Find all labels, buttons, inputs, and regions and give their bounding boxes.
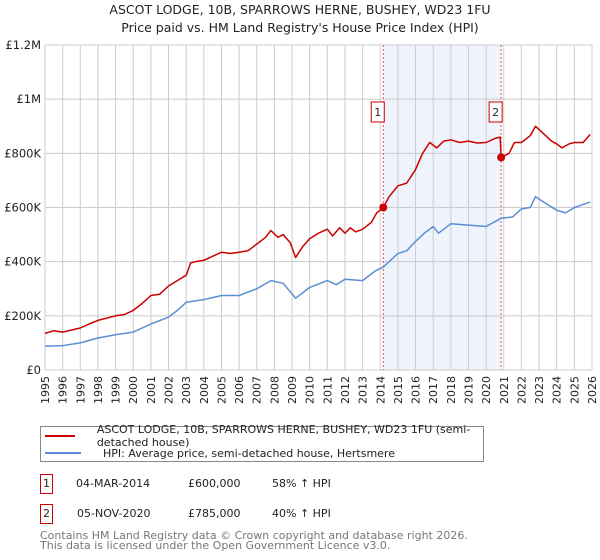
- annotation-number: 1: [374, 106, 381, 119]
- y-tick-label: £200K: [4, 309, 41, 323]
- license-text: This data is licensed under the Open Gov…: [40, 539, 391, 552]
- x-tick-label: 2025: [568, 376, 581, 404]
- x-tick-label: 2003: [180, 376, 193, 404]
- x-tick-label: 2014: [374, 376, 387, 404]
- series-line: [44, 125, 591, 335]
- x-tick-label: 2017: [427, 376, 440, 404]
- y-tick-label: £800K: [4, 146, 41, 160]
- x-tick-label: 2011: [321, 376, 334, 404]
- y-tick-label: £0: [26, 363, 41, 377]
- legend-label: ASCOT LODGE, 10B, SPARROWS HERNE, BUSHEY…: [96, 423, 471, 449]
- x-tick-label: 2004: [198, 376, 211, 404]
- transaction-date: 04-MAR-2014: [76, 477, 151, 490]
- x-tick-label: 2010: [304, 376, 317, 404]
- x-tick-label: 2019: [462, 376, 475, 404]
- annotation-label: 2: [488, 101, 503, 123]
- x-tick-label: 2008: [268, 376, 281, 404]
- annotation-box: [370, 101, 385, 123]
- transaction-price: £600,000: [188, 477, 241, 490]
- x-tick-label: 2020: [480, 376, 493, 404]
- x-tick-label: 2026: [586, 376, 599, 404]
- x-tick-label: 2006: [233, 376, 246, 404]
- chart-title: ASCOT LODGE, 10B, SPARROWS HERNE, BUSHEY…: [109, 2, 491, 17]
- y-tick-label: £400K: [4, 255, 41, 269]
- x-tick-label: 2021: [498, 376, 511, 404]
- sale-point: [497, 153, 506, 162]
- annotation-number: 2: [492, 106, 499, 119]
- chart-subtitle: Price paid vs. HM Land Registry's House …: [121, 20, 479, 35]
- y-tick-label: £1M: [16, 92, 41, 106]
- x-tick-label: 2005: [215, 376, 228, 404]
- series-line: [44, 195, 591, 347]
- red-line-swatch: [45, 435, 75, 437]
- transaction-hpi: 58% ↑ HPI: [272, 477, 331, 490]
- y-tick-label: £1.2M: [5, 38, 41, 52]
- legend-label: HPI: Average price, semi-detached house,…: [103, 446, 395, 460]
- marker-badge: 2: [40, 504, 53, 524]
- blue-line-swatch: [45, 452, 81, 454]
- legend-item-hpi: HPI: Average price, semi-detached house,…: [41, 445, 395, 461]
- x-tick-label: 1999: [110, 376, 123, 404]
- x-tick-label: 2023: [533, 376, 546, 404]
- legend: ASCOT LODGE, 10B, SPARROWS HERNE, BUSHEY…: [40, 423, 484, 462]
- x-tick-label: 2001: [145, 376, 158, 404]
- x-tick-label: 2007: [251, 376, 264, 404]
- y-tick-label: £600K: [4, 201, 41, 215]
- x-tick-label: 2002: [163, 376, 176, 404]
- transaction-price: £785,000: [188, 507, 241, 520]
- footer: Contains HM Land Registry data © Crown c…: [40, 529, 468, 552]
- x-tick-label: 1997: [74, 376, 87, 404]
- annotation-box: [488, 101, 503, 123]
- price-chart: 1995 1996 1997 1998 1999 2000 2001 2002 2003 2004…: [4, 38, 599, 404]
- x-tick-label: 2015: [392, 376, 405, 404]
- x-tick-label: 2009: [286, 376, 299, 404]
- x-tick-label: 2012: [339, 376, 352, 404]
- transaction-hpi: 40% ↑ HPI: [272, 507, 331, 520]
- x-tick-label: 2018: [445, 376, 458, 404]
- copyright-text: Contains HM Land Registry data © Crown c…: [40, 529, 468, 542]
- x-tick-label: 2013: [357, 376, 370, 404]
- annotation-label: 1: [370, 101, 385, 123]
- sale-point: [379, 203, 388, 212]
- transaction-date: 05-NOV-2020: [77, 507, 151, 520]
- marker-badge: 1: [40, 474, 53, 494]
- x-tick-label: 1998: [92, 376, 105, 404]
- x-tick-label: 1996: [57, 376, 70, 404]
- x-tick-label: 2022: [515, 376, 528, 404]
- x-tick-label: 1995: [39, 376, 52, 404]
- x-tick-label: 2000: [127, 376, 140, 404]
- x-tick-label: 2016: [410, 376, 423, 404]
- x-tick-label: 2024: [551, 376, 564, 404]
- legend-item-property: ASCOT LODGE, 10B, SPARROWS HERNE, BUSHEY…: [41, 423, 483, 449]
